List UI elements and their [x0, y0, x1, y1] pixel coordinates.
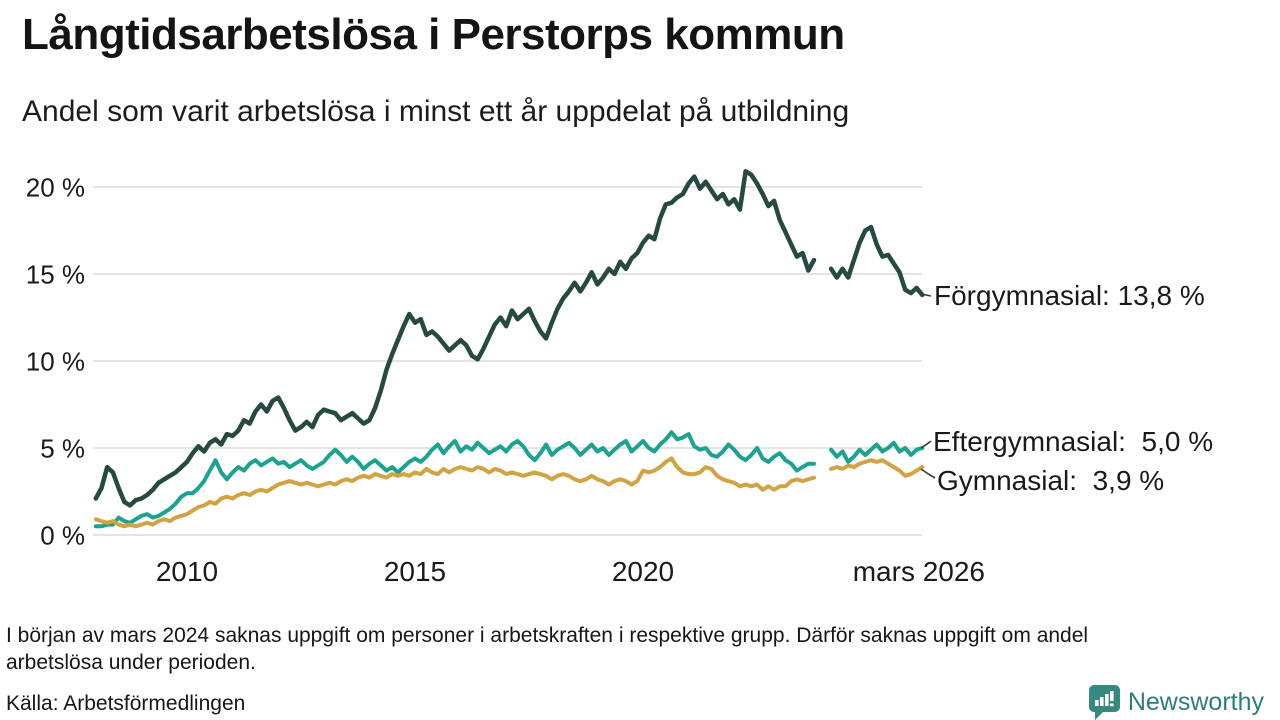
leader-gymnasial	[920, 468, 936, 479]
leader-lines	[920, 293, 936, 479]
series-line-frgymnasial	[828, 224, 925, 298]
footnote: I början av mars 2024 saknas uppgift om …	[6, 624, 1089, 674]
x-tick-label: mars 2026	[853, 556, 985, 587]
x-tick-label: 2010	[156, 556, 218, 587]
page-title: Långtidsarbetslösa i Perstorps kommun	[22, 10, 845, 59]
y-tick-label: 20 %	[26, 173, 85, 203]
series-line-frgymnasial	[93, 169, 817, 508]
x-tick-label: 2015	[384, 556, 446, 587]
series-end-label-forgymnasial: Förgymnasial: 13,8 %	[934, 280, 1205, 311]
y-tick-label: 5 %	[40, 434, 85, 464]
x-tick-label: 2020	[612, 556, 674, 587]
speech-bubble-bar-chart-icon	[1088, 685, 1120, 720]
series-end-label-eftergymnasial: Eftergymnasial: 5,0 %	[933, 426, 1213, 457]
series-line-gymnasial	[829, 458, 925, 478]
series-line-eftergymnasial	[93, 430, 816, 529]
brand-logo: Newsworthy	[1087, 684, 1264, 720]
series-end-label-gymnasial: Gymnasial: 3,9 %	[937, 465, 1164, 496]
line-chart: 0 %5 %10 %15 %20 %2010 2015 2020 mars 2026 …	[26, 169, 1213, 588]
y-tick-label: 10 %	[26, 347, 85, 377]
series-layer	[93, 169, 925, 529]
axis-layer: 0 % 5 % 10 % 15 % 20 % 2010 2015 2020 mars 2026	[26, 173, 985, 588]
series-line-gymnasial	[93, 456, 816, 529]
leader-eftergymnasial	[920, 440, 932, 449]
source-attribution: Källa: Arbetsförmedlingen	[6, 692, 246, 715]
page-subtitle: Andel som varit arbetslösa i minst ett å…	[22, 95, 850, 128]
grid-layer	[93, 186, 922, 536]
y-tick-label: 0 %	[40, 521, 85, 551]
leader-forgymnasial	[920, 293, 932, 297]
brand-name: Newsworthy	[1127, 688, 1264, 716]
y-tick-label: 15 %	[26, 260, 85, 290]
series-line-eftergymnasial	[829, 440, 925, 464]
